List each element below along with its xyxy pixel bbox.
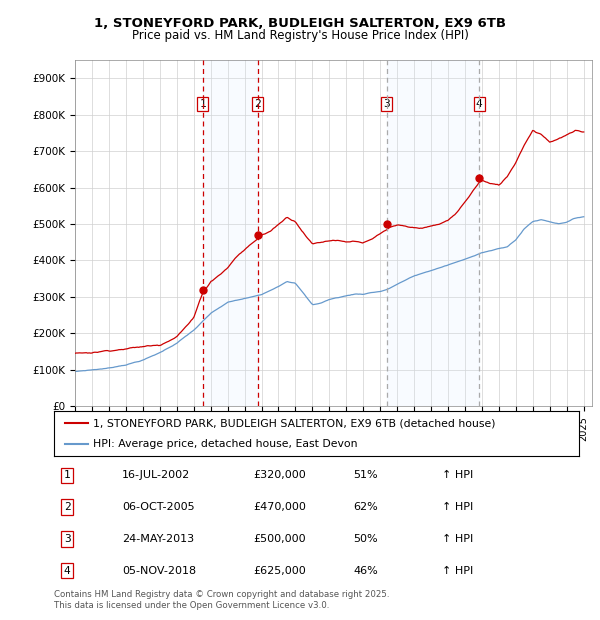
Text: 46%: 46% — [353, 565, 378, 575]
Text: Price paid vs. HM Land Registry's House Price Index (HPI): Price paid vs. HM Land Registry's House … — [131, 29, 469, 42]
Bar — [203, 60, 257, 406]
Text: 2: 2 — [64, 502, 71, 512]
Text: ↑ HPI: ↑ HPI — [443, 471, 474, 480]
Text: 05-NOV-2018: 05-NOV-2018 — [122, 565, 196, 575]
Text: 4: 4 — [64, 565, 71, 575]
Text: 1: 1 — [64, 471, 71, 480]
Text: 2: 2 — [254, 99, 261, 109]
Text: 50%: 50% — [353, 534, 378, 544]
Text: 16-JUL-2002: 16-JUL-2002 — [122, 471, 191, 480]
Text: 06-OCT-2005: 06-OCT-2005 — [122, 502, 195, 512]
Text: ↑ HPI: ↑ HPI — [443, 565, 474, 575]
Text: £470,000: £470,000 — [254, 502, 307, 512]
Text: 3: 3 — [383, 99, 390, 109]
Text: HPI: Average price, detached house, East Devon: HPI: Average price, detached house, East… — [94, 438, 358, 449]
Text: 4: 4 — [476, 99, 482, 109]
Text: 24-MAY-2013: 24-MAY-2013 — [122, 534, 194, 544]
Text: 62%: 62% — [353, 502, 378, 512]
Text: 1, STONEYFORD PARK, BUDLEIGH SALTERTON, EX9 6TB (detached house): 1, STONEYFORD PARK, BUDLEIGH SALTERTON, … — [94, 418, 496, 428]
Bar — [387, 60, 479, 406]
Text: Contains HM Land Registry data © Crown copyright and database right 2025.
This d: Contains HM Land Registry data © Crown c… — [54, 590, 389, 609]
Text: £625,000: £625,000 — [254, 565, 306, 575]
Text: £500,000: £500,000 — [254, 534, 306, 544]
Text: ↑ HPI: ↑ HPI — [443, 534, 474, 544]
Text: 1, STONEYFORD PARK, BUDLEIGH SALTERTON, EX9 6TB: 1, STONEYFORD PARK, BUDLEIGH SALTERTON, … — [94, 17, 506, 30]
Text: 3: 3 — [64, 534, 71, 544]
Text: 1: 1 — [199, 99, 206, 109]
Text: £320,000: £320,000 — [254, 471, 306, 480]
Text: ↑ HPI: ↑ HPI — [443, 502, 474, 512]
Text: 51%: 51% — [353, 471, 378, 480]
